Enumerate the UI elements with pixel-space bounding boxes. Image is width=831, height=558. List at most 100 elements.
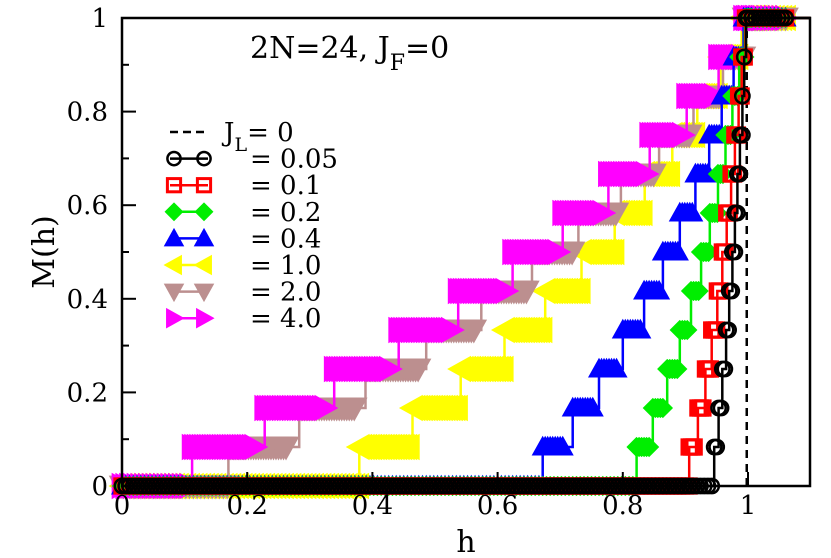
legend-label: = 4.0: [250, 304, 321, 334]
data-point: [460, 319, 488, 344]
data-point: [605, 357, 628, 378]
title-subscript: F: [390, 51, 405, 76]
data-point: [592, 199, 617, 227]
legend-marker: [193, 254, 212, 276]
legend-marker: [163, 283, 185, 303]
data-point: [735, 48, 753, 66]
chart-title: 2N=24, JF=0: [250, 31, 449, 76]
legend-entry: = 0.2: [164, 198, 321, 228]
legend-marker: [163, 254, 182, 276]
legend-entry: = 0.1: [165, 171, 321, 201]
data-point: [711, 282, 729, 300]
data-point: [720, 321, 737, 339]
data-point: [635, 160, 660, 188]
data-point: [733, 126, 751, 144]
legend-marker: [165, 177, 183, 194]
data-point: [716, 360, 734, 378]
legend-label: = 0.1: [250, 171, 321, 201]
data-point: [495, 277, 520, 305]
data-point: [681, 201, 704, 222]
legend-marker: [163, 227, 185, 247]
data-point: [378, 355, 403, 383]
data-point: [443, 394, 468, 422]
x-tick-label: 1: [740, 491, 757, 521]
y-tick-label: 0.8: [67, 98, 108, 128]
legend-label: = 0.05: [250, 145, 338, 175]
x-tick-label: 0.2: [227, 491, 268, 521]
legend-marker: [194, 202, 214, 222]
y-axis: 0 0.2 0.4 0.6 0.8 1: [67, 4, 136, 502]
data-point: [566, 277, 591, 305]
data-point: [667, 358, 688, 380]
legend: JL= 0= 0.05= 0.1= 0.2= 0.4= 1.0= 2.0= 4.…: [163, 118, 338, 334]
legend-label: = 0.4: [250, 224, 321, 254]
legend-entry: = 1.0: [163, 251, 321, 281]
data-point: [688, 280, 709, 302]
series-3: [111, 7, 811, 497]
y-tick-label: 0.6: [67, 191, 108, 221]
legend-entry: JL= 0: [170, 118, 294, 156]
data-point: [731, 165, 749, 183]
x-axis: 0 0.2 0.4 0.6 0.8 1: [114, 472, 757, 521]
data-point: [581, 396, 604, 417]
legend-marker: [196, 150, 212, 167]
data-point: [723, 282, 741, 300]
legend-marker: [196, 307, 215, 329]
data-point: [712, 399, 730, 417]
legend-marker: [166, 307, 185, 329]
data-point: [708, 438, 726, 456]
x-tick-label: 0.4: [352, 491, 393, 521]
data-point: [489, 355, 514, 383]
legend-entry: = 2.0: [163, 278, 321, 308]
x-tick-label: 0: [114, 491, 131, 521]
legend-marker: [193, 227, 215, 247]
series-line: [122, 16, 811, 488]
legend-label: JL= 0: [221, 118, 294, 156]
legend-marker: [195, 177, 213, 194]
data-point: [726, 243, 744, 261]
data-point: [652, 397, 674, 419]
x-tick-label: 0.6: [477, 491, 518, 521]
title-suffix: =0: [405, 31, 449, 66]
data-point: [671, 121, 696, 149]
data-point: [404, 358, 432, 383]
legend-marker: [193, 283, 215, 303]
data-point: [600, 238, 625, 266]
title-main: 2N=24, J: [250, 31, 390, 66]
legend-entry: = 4.0: [166, 304, 321, 334]
data-point: [551, 435, 574, 456]
data-point: [629, 318, 652, 339]
data-point: [513, 280, 540, 305]
y-tick-label: 0.2: [67, 378, 108, 408]
data-point: [728, 204, 746, 222]
plot-data: [108, 4, 811, 500]
y-tick-label: 1: [91, 4, 108, 34]
data-point: [244, 433, 269, 461]
data-point: [547, 238, 572, 266]
y-tick-label: 0: [91, 472, 108, 502]
data-point: [395, 433, 420, 461]
x-tick-label: 0.8: [602, 491, 643, 521]
data-point: [628, 199, 653, 227]
y-axis-label: M(h): [27, 215, 62, 288]
legend-marker: [164, 202, 184, 222]
data-point: [440, 316, 465, 344]
data-point: [677, 319, 698, 341]
legend-entry: = 0.05: [166, 145, 338, 175]
data-point: [656, 160, 681, 188]
data-point: [694, 399, 712, 417]
y-tick-label: 0.4: [67, 285, 108, 315]
legend-entry: = 0.4: [163, 224, 321, 254]
data-point: [708, 321, 726, 339]
data-point: [648, 279, 671, 300]
legend-label: = 1.0: [250, 251, 321, 281]
legend-label: = 0.2: [250, 198, 321, 228]
data-point: [685, 438, 703, 456]
data-point: [272, 436, 300, 461]
legend-label: = 2.0: [250, 278, 321, 308]
data-point: [666, 240, 689, 261]
legend-marker: [166, 150, 182, 167]
data-point: [638, 436, 660, 458]
data-point: [340, 397, 368, 422]
